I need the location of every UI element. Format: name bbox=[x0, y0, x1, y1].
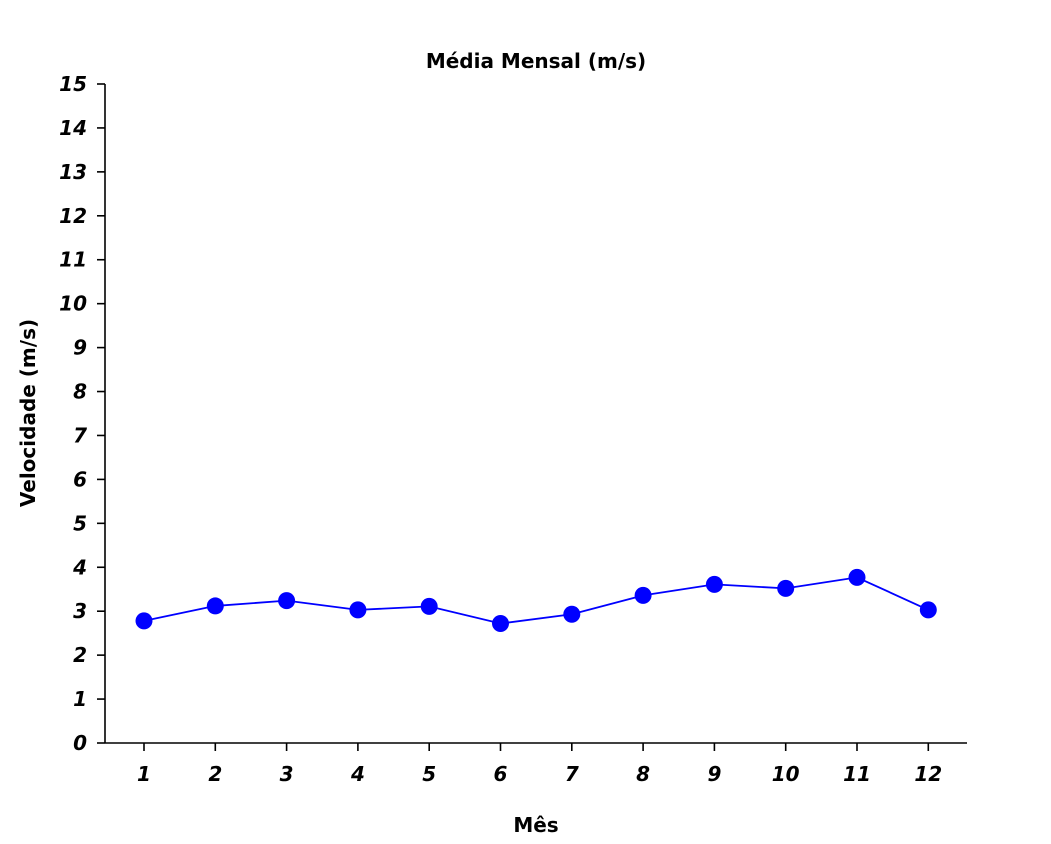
y-tick-label: 9 bbox=[73, 336, 87, 360]
data-point bbox=[278, 592, 296, 610]
data-point bbox=[135, 612, 153, 630]
series-layer bbox=[135, 568, 937, 633]
x-tick-label: 11 bbox=[843, 762, 871, 786]
y-tick-label: 7 bbox=[73, 423, 87, 447]
y-axis-label: Velocidade (m/s) bbox=[16, 319, 40, 507]
series-line bbox=[143, 576, 929, 625]
y-tick-label: 1 bbox=[73, 687, 87, 711]
y-tick-label: 5 bbox=[73, 511, 87, 535]
y-tick-label: 14 bbox=[59, 116, 87, 140]
data-point bbox=[777, 579, 795, 597]
x-axis-label: Mês bbox=[513, 813, 558, 837]
x-tick-label: 3 bbox=[280, 762, 294, 786]
data-point bbox=[705, 575, 723, 593]
y-tick-label: 0 bbox=[73, 731, 87, 755]
data-point bbox=[563, 605, 581, 623]
y-tick-label: 2 bbox=[73, 643, 87, 667]
x-tick-label: 5 bbox=[422, 762, 436, 786]
y-tick-label: 3 bbox=[73, 599, 87, 623]
y-tick-label: 12 bbox=[59, 204, 87, 228]
y-tick-label: 8 bbox=[73, 380, 87, 404]
x-tick-label: 7 bbox=[565, 762, 579, 786]
x-tick-label: 2 bbox=[208, 762, 222, 786]
chart-title: Média Mensal (m/s) bbox=[426, 49, 646, 73]
data-point bbox=[206, 597, 224, 615]
y-tick-label: 15 bbox=[59, 72, 87, 96]
data-point bbox=[848, 568, 866, 586]
data-point bbox=[492, 615, 509, 633]
y-tick-label: 6 bbox=[73, 467, 87, 491]
y-tick-label: 4 bbox=[72, 555, 87, 579]
x-axis-ticks: 1 2 3 4 5 6 7 8 9 10 11 12 bbox=[137, 743, 942, 786]
y-tick-label: 11 bbox=[59, 248, 87, 272]
data-point bbox=[420, 597, 438, 615]
x-tick-label: 12 bbox=[914, 762, 942, 786]
x-tick-label: 4 bbox=[350, 762, 365, 786]
x-tick-label: 8 bbox=[636, 762, 650, 786]
y-tick-label: 13 bbox=[59, 160, 87, 184]
x-tick-label: 9 bbox=[707, 762, 721, 786]
data-point bbox=[634, 586, 652, 604]
x-tick-label: 1 bbox=[137, 762, 151, 786]
x-tick-label: 10 bbox=[772, 762, 800, 786]
data-point bbox=[349, 601, 367, 619]
x-tick-label: 6 bbox=[494, 762, 508, 786]
data-point bbox=[919, 601, 937, 619]
y-tick-label: 10 bbox=[59, 292, 87, 316]
